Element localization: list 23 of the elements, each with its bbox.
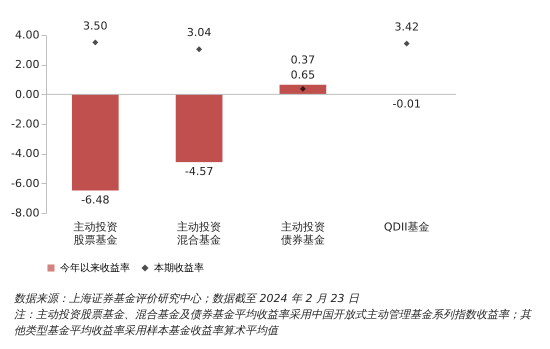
legend-label: 今年以来收益率	[60, 262, 130, 274]
data-label: 3.42	[394, 20, 419, 34]
x-tick-label: 主动投资股票基金	[73, 220, 118, 246]
x-tick-label: QDII基金	[384, 220, 430, 234]
x-tick-label: 主动投资债券基金	[280, 220, 325, 246]
y-tick-label: 2.00	[15, 58, 40, 72]
data-label: -0.01	[392, 97, 421, 110]
text: 注：主动投资股票基金、混合基金及债券基金平均收益率采用中国开放式主动管理基金系列指数收益率；其他类型基金平均收益率采用样本基金收益率算术平均值	[14, 307, 533, 339]
y-tick-label: 4.00	[15, 28, 40, 42]
y-tick-label: -2.00	[11, 118, 40, 130]
y-tick-label: 0.00	[15, 88, 40, 101]
data-label: 0.65	[290, 68, 316, 82]
data-label: -4.57	[184, 165, 214, 178]
y-tick-label: -8.00	[11, 206, 40, 220]
data-label: 3.50	[83, 19, 108, 32]
data-label: -6.48	[81, 193, 110, 206]
y-tick-label: -6.00	[11, 176, 40, 190]
x-tick-label: 主动投资混合基金	[177, 220, 222, 246]
source-note: 数据来源：上海证券基金评价研究中心；数据截至 2024 年 2 月 23 日	[14, 291, 360, 307]
legend-label: 本期收益率	[154, 262, 204, 274]
y-tick-label: -4.00	[11, 147, 40, 160]
data-label: 3.04	[186, 26, 212, 40]
data-label: 0.37	[290, 54, 316, 67]
